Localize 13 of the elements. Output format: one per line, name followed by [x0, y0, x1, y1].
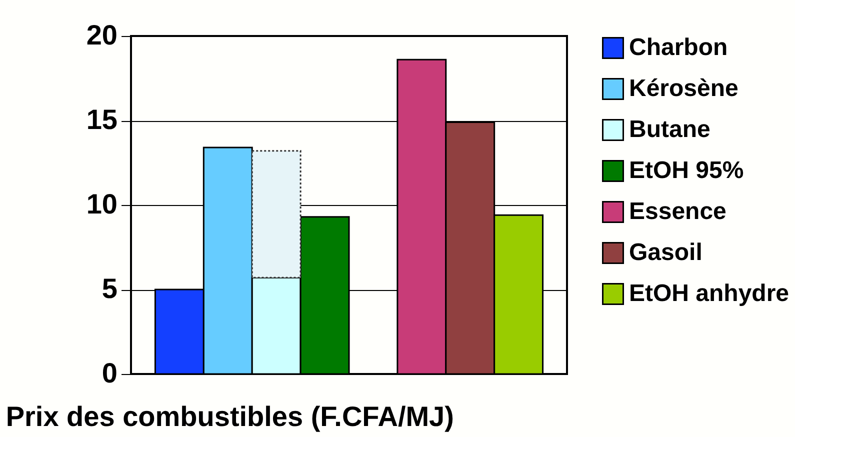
legend-label: EtOH anhydre [629, 280, 790, 307]
text: Prix des combustibles (F.CFA/MJ) [6, 401, 454, 432]
legend-label: Gasoil [629, 239, 702, 266]
y-tick-label: 15 [86, 104, 118, 135]
legend-label: Butane [629, 116, 710, 143]
legend-label: Charbon [629, 34, 728, 61]
y-tick-label: 20 [86, 20, 118, 50]
y-tick-label: 5 [102, 273, 118, 304]
legend-label: Kérosène [629, 75, 738, 102]
legend-label: EtOH 95% [629, 157, 744, 184]
legend-label: Essence [629, 198, 726, 225]
y-tick-label: 10 [86, 188, 118, 220]
y-tick-label: 0 [102, 358, 118, 388]
